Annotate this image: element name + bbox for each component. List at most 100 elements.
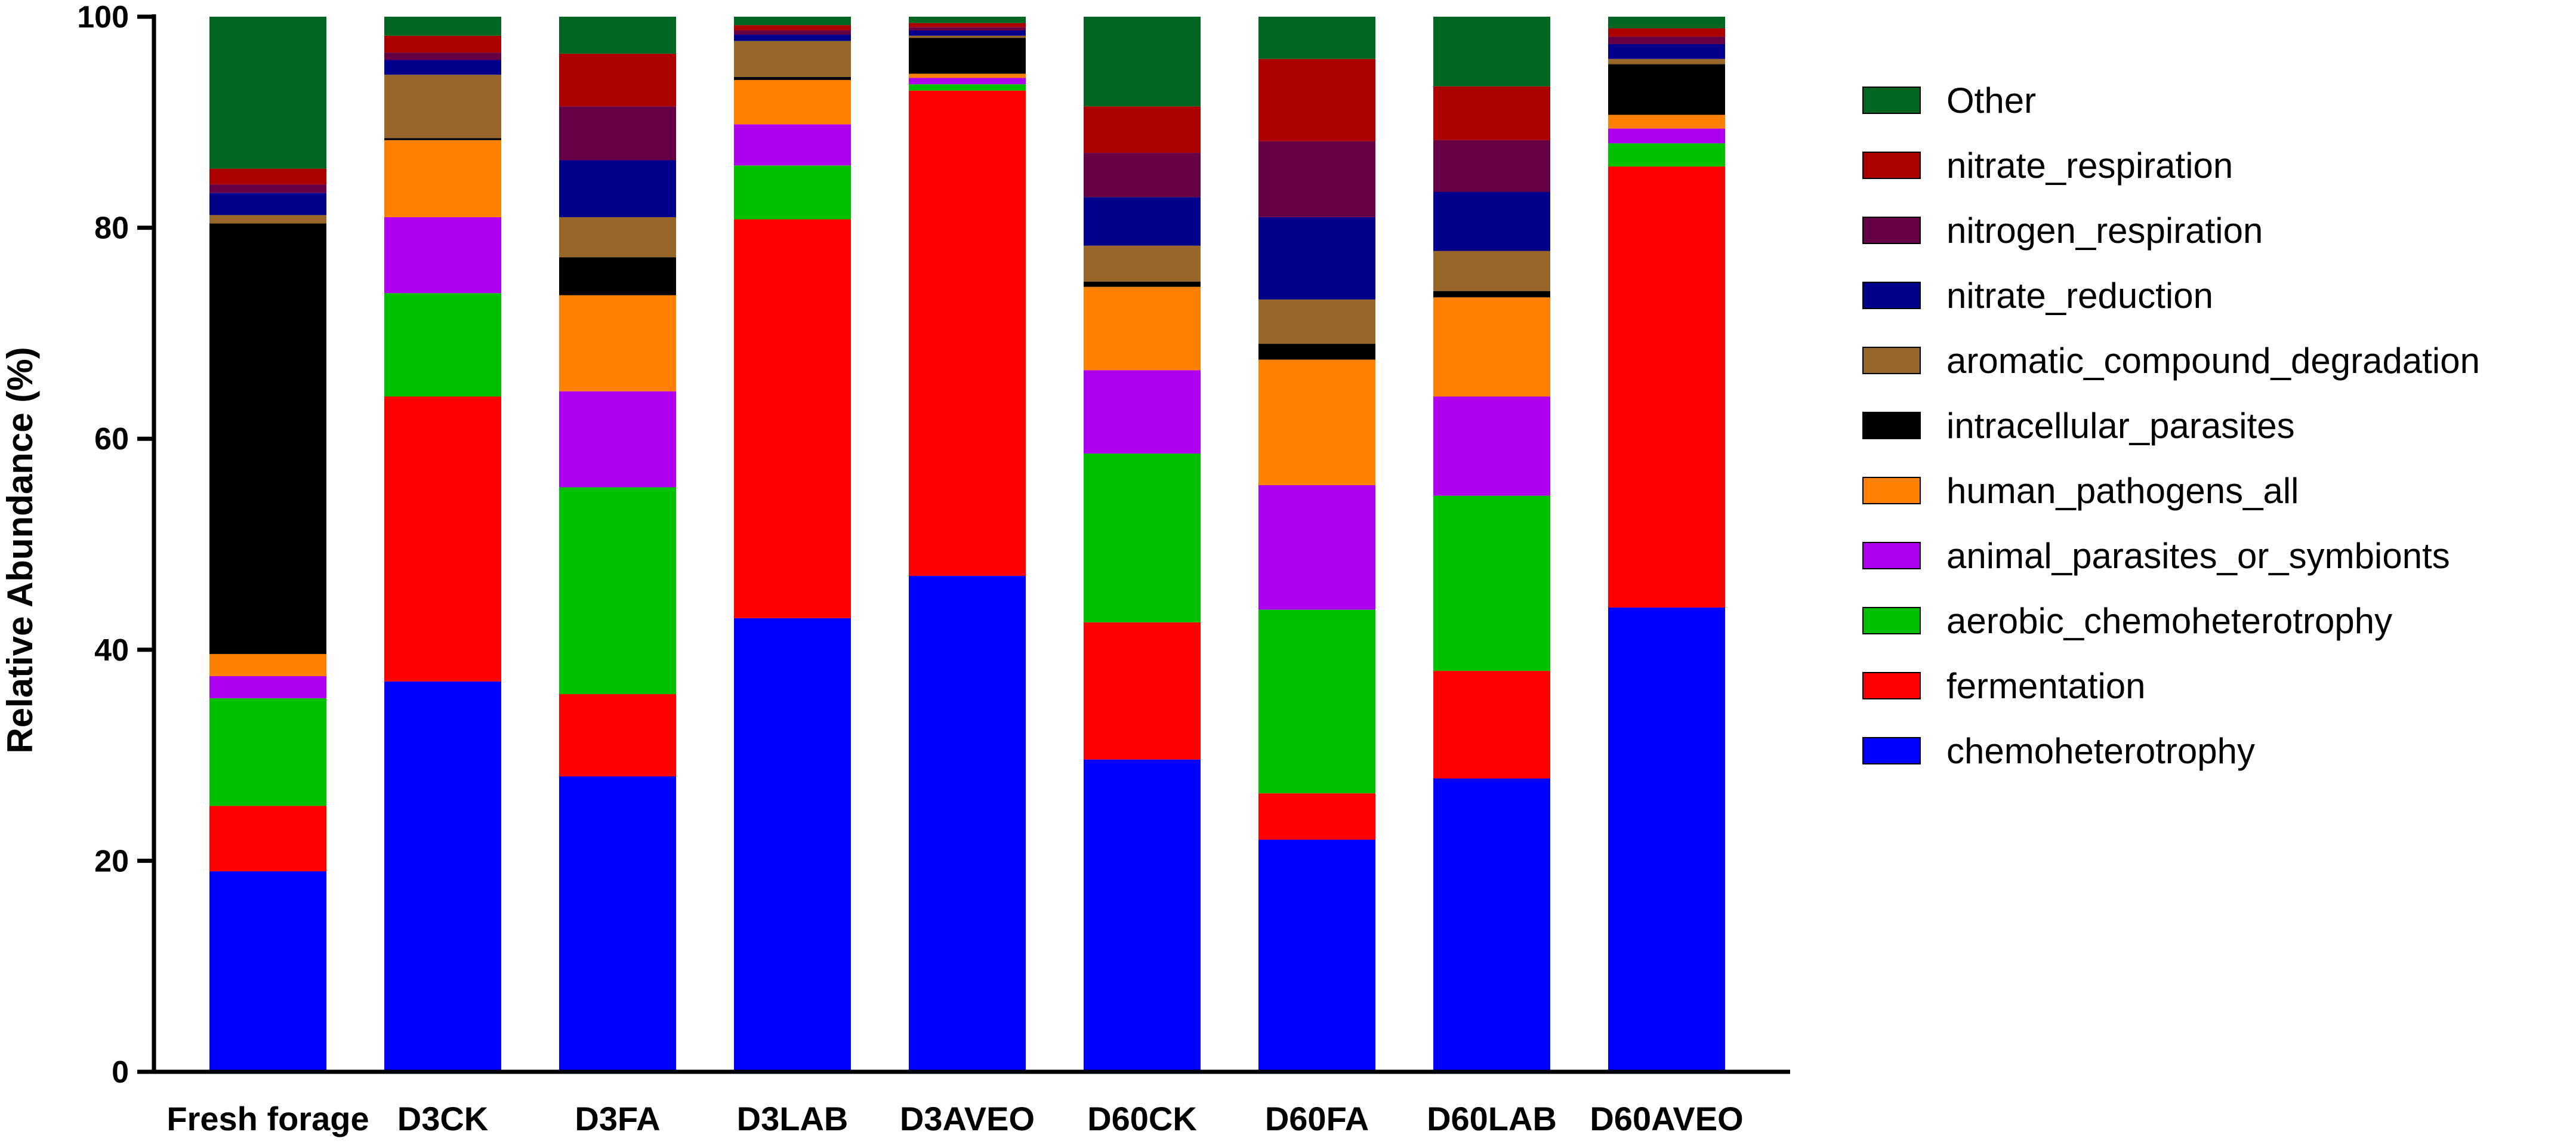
bar-segment-intracellular-parasites — [209, 223, 326, 654]
bar-segment-nitrogen-respiration — [384, 53, 501, 60]
legend-swatch — [1862, 152, 1921, 179]
bar-segment-fermentation — [909, 90, 1026, 576]
bar-stack-d3aveo — [909, 17, 1026, 1072]
bar-segment-fermentation — [559, 694, 676, 776]
y-tick-label: 20 — [94, 844, 129, 878]
legend-label: nitrogen_respiration — [1946, 211, 2263, 251]
bar-segment-human-pathogens-all — [1258, 359, 1375, 485]
bar-segment-nitrogen-respiration — [1084, 153, 1201, 198]
bar-segment-nitrate-respiration — [209, 168, 326, 185]
bar-segment-animal-parasites-or-symbionts — [384, 217, 501, 294]
x-tick-label: D3CK — [397, 1100, 488, 1137]
legend-label: human_pathogens_all — [1946, 471, 2299, 511]
bar-segment-animal-parasites-or-symbionts — [1608, 128, 1725, 144]
legend-label: nitrate_respiration — [1946, 146, 2233, 186]
legend-item-fermentation: fermentation — [1862, 666, 2146, 706]
bar-segment-aromatic-compound-degradation — [909, 35, 1026, 38]
legend-swatch — [1862, 347, 1921, 374]
bar-segment-nitrate-reduction — [734, 35, 851, 41]
legend-item-aromatic-compound-degradation: aromatic_compound_degradation — [1862, 341, 2480, 381]
bar-segment-aerobic-chemoheterotrophy — [384, 293, 501, 397]
bar-stack-d3lab — [734, 17, 851, 1072]
bar-segment-other — [1608, 17, 1725, 29]
bars-layer — [209, 17, 1725, 1072]
legend-item-nitrate-reduction: nitrate_reduction — [1862, 276, 2213, 316]
bar-segment-aromatic-compound-degradation — [734, 41, 851, 77]
bar-stack-d60aveo — [1608, 17, 1725, 1072]
bar-segment-other — [559, 17, 676, 54]
bar-segment-nitrate-respiration — [909, 23, 1026, 27]
bar-stack-d60fa — [1258, 17, 1375, 1072]
bar-segment-animal-parasites-or-symbionts — [1084, 370, 1201, 454]
legend-item-intracellular-parasites: intracellular_parasites — [1862, 406, 2295, 446]
legend-swatch — [1862, 87, 1921, 114]
legend-label: fermentation — [1946, 666, 2146, 706]
bar-segment-human-pathogens-all — [1608, 115, 1725, 129]
legend-label: animal_parasites_or_symbionts — [1946, 536, 2450, 576]
bar-segment-nitrate-respiration — [734, 25, 851, 30]
bar-segment-nitrogen-respiration — [909, 27, 1026, 30]
bar-segment-nitrate-reduction — [1608, 44, 1725, 59]
bar-segment-nitrate-reduction — [209, 193, 326, 215]
bar-segment-human-pathogens-all — [209, 653, 326, 676]
bar-segment-nitrate-respiration — [1258, 58, 1375, 141]
bar-segment-aromatic-compound-degradation — [1608, 58, 1725, 64]
bar-segment-intracellular-parasites — [384, 138, 501, 140]
bar-segment-nitrogen-respiration — [209, 184, 326, 193]
y-tick-label: 100 — [77, 0, 129, 35]
bar-segment-aerobic-chemoheterotrophy — [1258, 609, 1375, 794]
bar-segment-aerobic-chemoheterotrophy — [734, 165, 851, 220]
legend-swatch — [1862, 217, 1921, 244]
bar-segment-human-pathogens-all — [559, 295, 676, 391]
bar-stack-fresh-forage — [209, 17, 326, 1072]
y-tick-label: 40 — [94, 633, 129, 668]
bar-segment-fermentation — [1608, 166, 1725, 608]
bar-segment-human-pathogens-all — [384, 140, 501, 217]
bar-stack-d60ck — [1084, 17, 1201, 1072]
bar-segment-chemoheterotrophy — [1608, 608, 1725, 1072]
bar-segment-nitrogen-respiration — [734, 30, 851, 35]
legend-label: intracellular_parasites — [1946, 406, 2295, 446]
legend-item-nitrogen-respiration: nitrogen_respiration — [1862, 211, 2263, 251]
bar-segment-nitrogen-respiration — [559, 106, 676, 161]
x-tick-label: D60AVEO — [1590, 1100, 1743, 1137]
bar-segment-chemoheterotrophy — [1258, 840, 1375, 1072]
bar-stack-d60lab — [1433, 17, 1550, 1072]
bar-segment-chemoheterotrophy — [734, 618, 851, 1072]
legend-swatch — [1862, 542, 1921, 569]
bar-segment-other — [1084, 17, 1201, 107]
bar-segment-intracellular-parasites — [1084, 281, 1201, 287]
bar-segment-intracellular-parasites — [559, 257, 676, 295]
bar-stack-d3fa — [559, 17, 676, 1072]
bar-segment-chemoheterotrophy — [384, 681, 501, 1072]
bar-segment-fermentation — [1258, 793, 1375, 840]
bar-segment-animal-parasites-or-symbionts — [734, 124, 851, 166]
bar-segment-fermentation — [1433, 671, 1550, 779]
legend-label: nitrate_reduction — [1946, 276, 2213, 316]
bar-segment-other — [1258, 17, 1375, 59]
bar-segment-aerobic-chemoheterotrophy — [209, 698, 326, 806]
bar-segment-intracellular-parasites — [1433, 291, 1550, 298]
bar-segment-aerobic-chemoheterotrophy — [559, 487, 676, 695]
legend-item-chemoheterotrophy: chemoheterotrophy — [1862, 731, 2255, 771]
bar-segment-nitrate-reduction — [909, 30, 1026, 36]
bar-segment-aromatic-compound-degradation — [1433, 251, 1550, 291]
x-tick-label: D3AVEO — [900, 1100, 1035, 1137]
legend: Other nitrate_respiration nitrogen_respira… — [1862, 81, 2480, 771]
legend-swatch — [1862, 672, 1921, 699]
bar-stack-d3ck — [384, 17, 501, 1072]
bar-segment-aromatic-compound-degradation — [559, 217, 676, 258]
bar-segment-animal-parasites-or-symbionts — [209, 676, 326, 699]
x-tick-label: D3FA — [575, 1100, 660, 1137]
bar-segment-other — [1433, 17, 1550, 87]
bar-segment-fermentation — [1084, 622, 1201, 760]
bar-segment-nitrogen-respiration — [1608, 36, 1725, 44]
bar-segment-aerobic-chemoheterotrophy — [1608, 143, 1725, 167]
bar-segment-fermentation — [734, 219, 851, 618]
x-tick-label: D60FA — [1265, 1100, 1369, 1137]
legend-label: chemoheterotrophy — [1946, 731, 2255, 771]
bar-segment-human-pathogens-all — [1084, 286, 1201, 371]
y-axis-title: Relative Abundance (%) — [0, 347, 40, 753]
